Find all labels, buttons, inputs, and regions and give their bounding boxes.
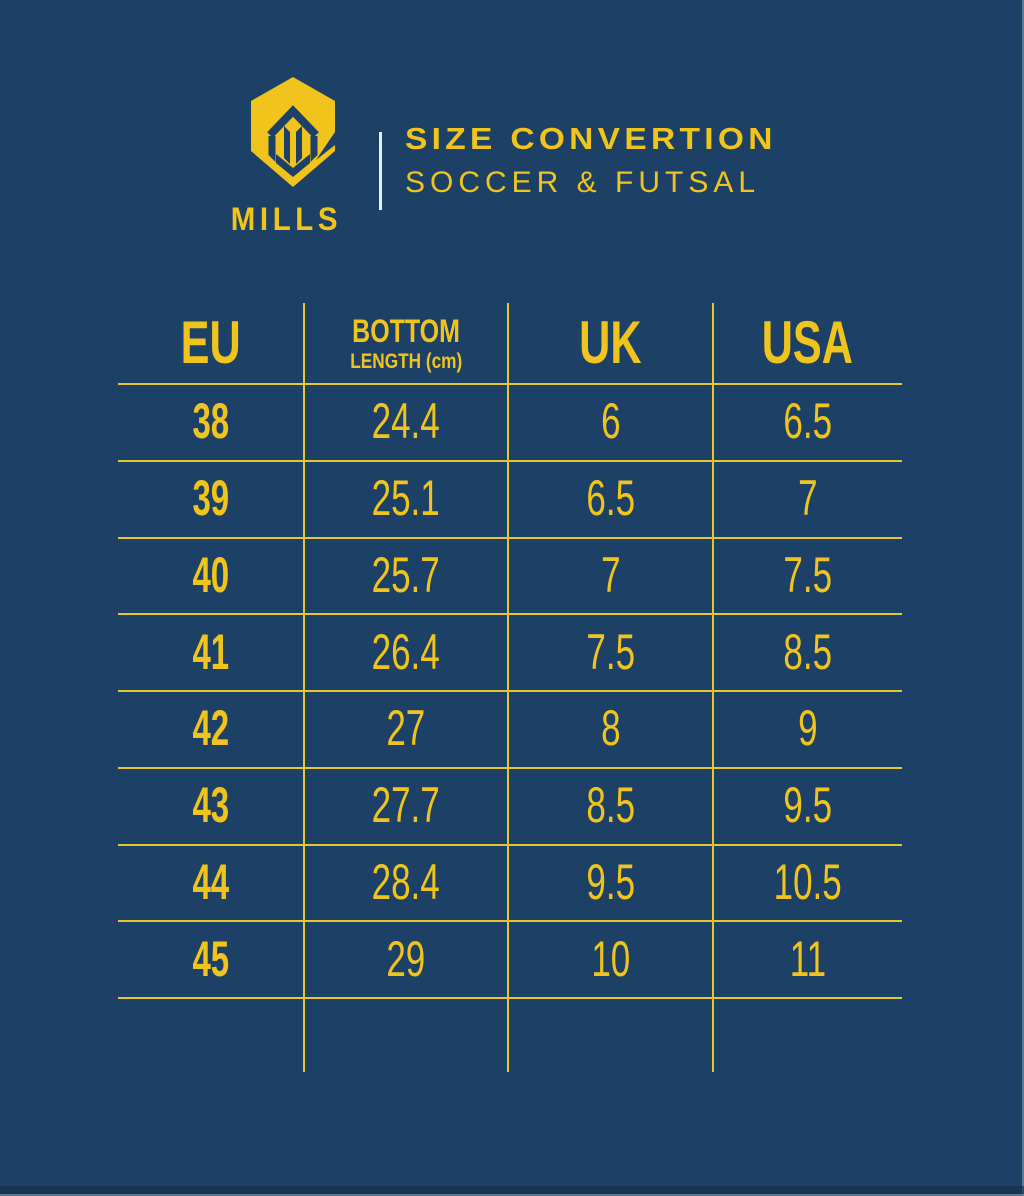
table-row: 45 29 10 11 (118, 920, 902, 997)
table-gridline-vertical (507, 303, 509, 1072)
uk-size-cell: 6.5 (586, 470, 635, 527)
bottom-length-cell: 28.4 (371, 853, 441, 910)
uk-size-cell: 8.5 (586, 777, 635, 834)
usa-size-cell: 6.5 (783, 393, 832, 450)
column-header-bottom-length: BOTTOM LENGTH (cm) (350, 312, 462, 373)
table-row: 40 25.7 7 7.5 (118, 537, 902, 614)
table-gridline-vertical (712, 303, 714, 1072)
uk-size-cell: 8 (600, 700, 621, 757)
image-bottom-edge-line (0, 1194, 1024, 1196)
usa-size-cell: 10.5 (773, 853, 842, 910)
usa-size-cell: 9 (797, 700, 818, 757)
brand-wordmark: MILLS (230, 201, 343, 237)
page-subtitle: SOCCER & FUTSAL (405, 166, 761, 199)
uk-size-cell: 10 (591, 930, 630, 987)
uk-size-cell: 7.5 (586, 623, 635, 680)
size-table: EU BOTTOM LENGTH (cm) UK USA 38 24.4 6 6.5 3… (118, 303, 902, 1072)
table-gridline-horizontal (118, 613, 902, 616)
bottom-length-cell: 29 (386, 930, 426, 987)
bottom-length-cell: 24.4 (371, 393, 441, 450)
usa-size-cell: 7 (797, 470, 818, 527)
table-gridline-horizontal (118, 920, 902, 923)
usa-size-cell: 8.5 (783, 623, 832, 680)
uk-size-cell: 6 (600, 393, 621, 450)
eu-size-cell: 45 (192, 930, 230, 987)
usa-size-cell: 11 (789, 930, 826, 987)
table-gridline-horizontal (118, 383, 902, 385)
mills-logo-icon (251, 77, 335, 187)
eu-size-cell: 39 (192, 470, 230, 527)
eu-size-cell: 40 (192, 546, 230, 603)
table-row: 43 27.7 8.5 9.5 (118, 767, 902, 844)
vertical-divider (379, 132, 382, 210)
table-gridline-horizontal (118, 997, 902, 999)
table-gridline-vertical (303, 303, 305, 1072)
table-row: 38 24.4 6 6.5 (118, 383, 902, 460)
usa-size-cell: 7.5 (783, 546, 832, 603)
column-header-eu: EU (180, 309, 242, 376)
page-title: SIZE CONVERTION (405, 121, 777, 156)
bottom-length-cell: 25.1 (371, 470, 441, 527)
table-row: 42 27 8 9 (118, 690, 902, 767)
bottom-length-cell: 26.4 (371, 623, 441, 680)
eu-size-cell: 38 (192, 393, 230, 450)
eu-size-cell: 41 (192, 623, 230, 680)
table-gridline-horizontal (118, 536, 902, 539)
column-header-uk: UK (579, 309, 642, 376)
table-gridline-horizontal (118, 843, 902, 846)
eu-size-cell: 42 (192, 700, 230, 757)
table-gridline-horizontal (118, 766, 902, 769)
bottom-length-cell: 25.7 (371, 546, 441, 603)
bottom-length-cell: 27.7 (371, 777, 441, 834)
usa-size-cell: 9.5 (783, 777, 832, 834)
bottom-length-cell: 27 (386, 700, 426, 757)
table-row: 41 26.4 7.5 8.5 (118, 613, 902, 690)
uk-size-cell: 9.5 (586, 853, 635, 910)
table-row: 44 28.4 9.5 10.5 (118, 844, 902, 921)
table-row: 39 25.1 6.5 7 (118, 460, 902, 537)
image-bottom-edge (0, 1186, 1024, 1196)
eu-size-cell: 44 (192, 853, 230, 910)
uk-size-cell: 7 (600, 546, 621, 603)
column-header-usa: USA (761, 309, 854, 376)
eu-size-cell: 43 (192, 777, 230, 834)
table-gridline-horizontal (118, 459, 902, 462)
table-header-row: EU BOTTOM LENGTH (cm) UK USA (118, 303, 902, 383)
image-right-edge (1022, 0, 1024, 1196)
table-gridline-horizontal (118, 690, 902, 692)
table-body: 38 24.4 6 6.5 39 25.1 6.5 7 40 25.7 7 7.5 41 26.4 7.5 8… (118, 383, 902, 997)
